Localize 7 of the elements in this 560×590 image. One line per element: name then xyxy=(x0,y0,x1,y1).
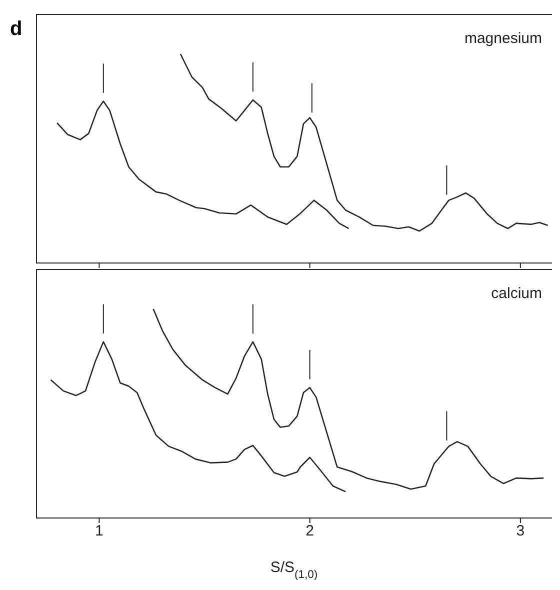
x-axis-title: S/S$_{(1,0)}$ xyxy=(270,559,318,581)
text: magnesium xyxy=(464,30,542,47)
text: calcium xyxy=(491,285,542,302)
chart-title: d xyxy=(10,18,22,41)
x-tick-label: 1 xyxy=(95,522,104,540)
x-tick-label: 2 xyxy=(306,522,314,540)
x-tick-label: 3 xyxy=(516,522,525,540)
